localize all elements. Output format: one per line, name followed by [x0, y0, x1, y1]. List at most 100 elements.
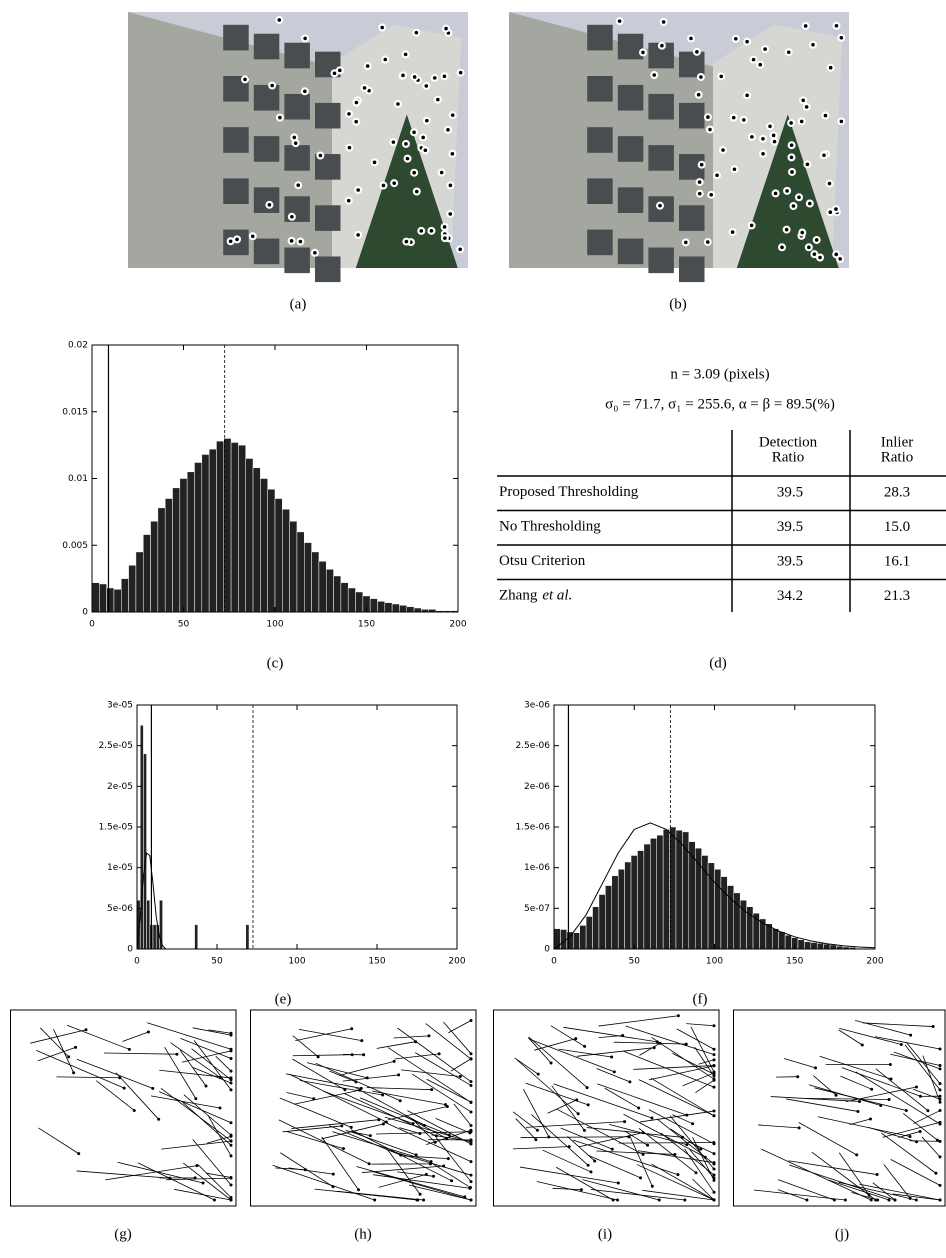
bar: [733, 892, 741, 950]
keypoint-center: [442, 225, 447, 229]
bar: [829, 944, 837, 950]
keypoint-center: [292, 135, 297, 140]
bar: [179, 478, 188, 613]
keypoint-center: [354, 100, 359, 105]
match-point: [229, 1069, 233, 1073]
window: [617, 84, 644, 111]
keypoint-center: [250, 234, 255, 239]
match-point: [127, 1047, 131, 1051]
match-point: [889, 1077, 893, 1081]
match-line: [30, 1029, 87, 1044]
y-tick-label: 1.5e-05: [98, 823, 133, 833]
match-line: [547, 1099, 577, 1114]
bar: [304, 542, 312, 613]
match-line: [838, 1181, 917, 1201]
match-line: [536, 1181, 618, 1201]
bar: [727, 885, 735, 950]
match-point: [535, 1128, 539, 1132]
match-point: [331, 1172, 335, 1176]
match-line: [563, 1026, 658, 1043]
keypoint-center: [270, 83, 274, 88]
match-point: [712, 1064, 716, 1068]
match-line: [516, 1059, 579, 1115]
keypoint-center: [303, 36, 307, 41]
match-line: [892, 1193, 941, 1201]
match-point: [938, 1183, 942, 1187]
keypoint-center: [365, 64, 370, 68]
match-point: [350, 1027, 354, 1031]
keypoint-center: [763, 47, 767, 51]
bar: [121, 578, 129, 613]
match-line: [183, 1162, 232, 1201]
match-line: [669, 1115, 715, 1170]
keypoint-center: [362, 86, 367, 90]
match-point: [623, 1120, 627, 1124]
window: [223, 178, 249, 204]
bar: [146, 899, 151, 950]
keypoint-center: [296, 183, 301, 188]
window: [648, 247, 674, 274]
bar: [688, 841, 696, 950]
match-line: [513, 1146, 570, 1150]
keypoint-center: [405, 156, 410, 161]
match-line: [279, 1097, 352, 1128]
panel-frame: [493, 1009, 720, 1207]
match-point: [367, 1162, 371, 1166]
match-point: [469, 1142, 473, 1146]
keypoint-center: [805, 162, 810, 167]
keypoint-center: [391, 140, 396, 144]
keypoint-center: [834, 252, 839, 257]
x-tick-label: 200: [448, 957, 465, 967]
match-line: [393, 1035, 430, 1039]
match-line: [840, 1075, 872, 1090]
match-point: [72, 1071, 76, 1075]
keypoint-center: [695, 50, 699, 54]
window: [648, 93, 674, 120]
keypoint-center: [706, 115, 710, 119]
x-tick-label: 100: [288, 957, 305, 967]
window: [679, 102, 705, 129]
match-line: [849, 1118, 871, 1125]
match-point: [118, 1076, 122, 1080]
match-line: [798, 1122, 857, 1156]
match-line: [913, 1110, 941, 1125]
match-point: [132, 1108, 136, 1112]
column-header: Inlier: [881, 434, 913, 450]
match-point: [549, 1061, 553, 1065]
match-point: [712, 1053, 716, 1057]
keypoint-center: [785, 189, 789, 193]
keypoint-center: [442, 74, 447, 79]
bar: [823, 943, 831, 950]
keypoint-center: [347, 145, 352, 150]
y-tick-label: 0: [82, 608, 88, 618]
keypoint-center: [278, 115, 282, 120]
match-point: [469, 1057, 473, 1061]
match-line: [909, 1140, 941, 1142]
x-tick-label: 50: [178, 620, 190, 630]
keypoint-center: [290, 215, 294, 219]
match-line: [399, 1127, 421, 1134]
row-label: No Thresholding: [499, 519, 601, 535]
keypoint-center: [750, 135, 754, 139]
match-point: [469, 1110, 473, 1114]
match-line: [777, 1179, 835, 1201]
row-label: Proposed Thresholding: [499, 484, 639, 500]
match-point: [229, 1033, 233, 1037]
match-point: [356, 1188, 360, 1192]
match-point: [446, 1157, 450, 1161]
bar: [637, 850, 645, 950]
match-point: [418, 1192, 422, 1196]
keypoint-center: [814, 238, 819, 242]
match-line: [567, 1136, 595, 1162]
bar: [355, 591, 364, 613]
match-line: [425, 1023, 472, 1060]
keypoint-center: [745, 93, 749, 98]
match-line: [147, 1022, 232, 1050]
match-point: [468, 1131, 472, 1135]
bar: [91, 582, 100, 613]
bar: [624, 861, 632, 950]
match-line: [401, 1069, 461, 1077]
match-line: [407, 1110, 472, 1145]
match-point: [368, 1134, 372, 1138]
match-line: [321, 1123, 384, 1140]
